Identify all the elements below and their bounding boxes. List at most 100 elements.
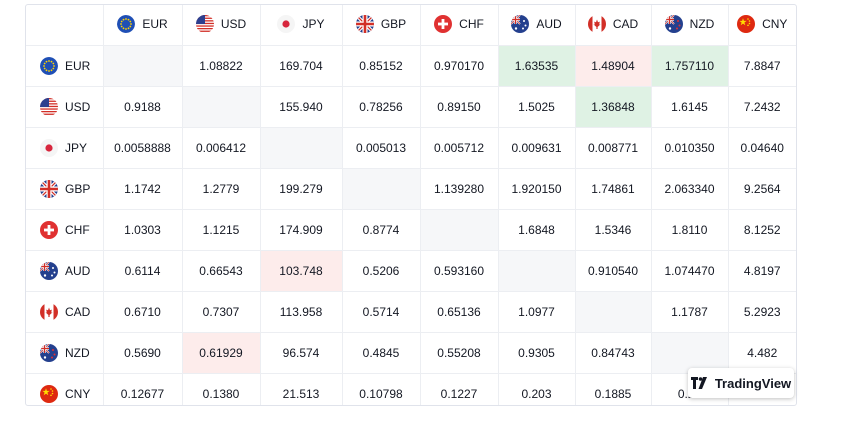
column-header-chf[interactable]: CHF bbox=[420, 5, 499, 46]
rate-cell[interactable]: 0.203 bbox=[498, 373, 576, 405]
rate-cell[interactable]: 103.748 bbox=[260, 250, 343, 292]
rate-cell[interactable]: 1.5346 bbox=[575, 209, 652, 251]
rate-cell[interactable]: 1.63535 bbox=[498, 45, 576, 87]
row-header-aud[interactable]: AUD bbox=[26, 250, 104, 292]
currency-code: GBP bbox=[380, 16, 407, 31]
rate-cell[interactable]: 174.909 bbox=[260, 209, 343, 251]
rate-cell[interactable]: 1.074470 bbox=[651, 250, 729, 292]
rate-cell[interactable]: 0.1227 bbox=[420, 373, 499, 405]
rate-cell[interactable]: 0.89150 bbox=[420, 86, 499, 128]
rate-cell[interactable]: 0.8774 bbox=[342, 209, 421, 251]
column-header-content: JPY bbox=[277, 14, 325, 33]
row-header-eur[interactable]: EUR bbox=[26, 45, 104, 87]
column-header-usd[interactable]: USD bbox=[182, 5, 261, 46]
rate-cell[interactable]: 0.55208 bbox=[420, 332, 499, 374]
rate-cell[interactable]: 0.970170 bbox=[420, 45, 499, 87]
rate-cell[interactable]: 0.005013 bbox=[342, 127, 421, 169]
rate-cell[interactable]: 1.757110 bbox=[651, 45, 729, 87]
rate-cell[interactable]: 0.9305 bbox=[498, 332, 576, 374]
rate-cell[interactable]: 4.8197 bbox=[728, 250, 796, 292]
eu-flag-icon bbox=[40, 57, 58, 75]
row-header-gbp[interactable]: GBP bbox=[26, 168, 104, 210]
rate-cell[interactable]: 0.009631 bbox=[498, 127, 576, 169]
rate-cell[interactable]: 1.74861 bbox=[575, 168, 652, 210]
row-header-cad[interactable]: CAD bbox=[26, 291, 104, 333]
column-header-aud[interactable]: AUD bbox=[498, 5, 576, 46]
currency-code: CNY bbox=[762, 16, 788, 31]
rate-cell[interactable]: 0.6710 bbox=[103, 291, 183, 333]
rate-cell[interactable]: 5.2923 bbox=[728, 291, 796, 333]
rate-cell[interactable]: 96.574 bbox=[260, 332, 343, 374]
column-header-gbp[interactable]: GBP bbox=[342, 5, 421, 46]
rate-cell[interactable]: 0.5206 bbox=[342, 250, 421, 292]
rate-cell[interactable]: 0.006412 bbox=[182, 127, 261, 169]
tradingview-badge[interactable]: TradingView bbox=[688, 368, 794, 398]
rate-cell[interactable]: 1.08822 bbox=[182, 45, 261, 87]
rate-cell[interactable]: 2.063340 bbox=[651, 168, 729, 210]
column-header-jpy[interactable]: JPY bbox=[260, 5, 343, 46]
rate-cell[interactable]: 9.2564 bbox=[728, 168, 796, 210]
table-row: CAD 0.6710 0.7307 113.958 0.5714 0.65136 1.097… bbox=[26, 291, 796, 333]
rate-cell[interactable]: 7.8847 bbox=[728, 45, 796, 87]
rate-cell[interactable]: 1.1742 bbox=[103, 168, 183, 210]
row-header-nzd[interactable]: NZD bbox=[26, 332, 104, 374]
gb-flag-icon bbox=[355, 14, 374, 33]
rate-cell[interactable]: 1.2779 bbox=[182, 168, 261, 210]
rate-cell[interactable]: 0.9188 bbox=[103, 86, 183, 128]
rate-cell[interactable]: 0.005712 bbox=[420, 127, 499, 169]
rate-cell[interactable]: 0.04640 bbox=[728, 127, 796, 169]
rate-cell[interactable]: 0.7307 bbox=[182, 291, 261, 333]
rate-cell[interactable]: 0.4845 bbox=[342, 332, 421, 374]
row-header-cny[interactable]: CNY bbox=[26, 373, 104, 405]
rate-cell[interactable]: 0.65136 bbox=[420, 291, 499, 333]
row-header-usd[interactable]: USD bbox=[26, 86, 104, 128]
rate-cell[interactable]: 0.010350 bbox=[651, 127, 729, 169]
column-header-cad[interactable]: CAD bbox=[575, 5, 652, 46]
row-header-chf[interactable]: CHF bbox=[26, 209, 104, 251]
rate-cell[interactable]: 199.279 bbox=[260, 168, 343, 210]
rate-cell[interactable]: 0.85152 bbox=[342, 45, 421, 87]
rate-cell[interactable]: 0.1380 bbox=[182, 373, 261, 405]
rate-cell[interactable]: 0.78256 bbox=[342, 86, 421, 128]
row-header-content: JPY bbox=[26, 139, 103, 157]
rate-cell[interactable]: 1.6848 bbox=[498, 209, 576, 251]
rate-cell[interactable]: 0.84743 bbox=[575, 332, 652, 374]
column-header-content: CHF bbox=[434, 14, 484, 33]
rate-cell[interactable]: 0.6114 bbox=[103, 250, 183, 292]
column-header-nzd[interactable]: NZD bbox=[651, 5, 729, 46]
rate-cell[interactable]: 0.008771 bbox=[575, 127, 652, 169]
column-header-eur[interactable]: EUR bbox=[103, 5, 183, 46]
rate-cell[interactable]: 0.910540 bbox=[575, 250, 652, 292]
rate-cell[interactable]: 21.513 bbox=[260, 373, 343, 405]
rate-cell[interactable]: 0.5690 bbox=[103, 332, 183, 374]
rate-cell[interactable]: 1.1787 bbox=[651, 291, 729, 333]
rate-cell[interactable]: 0.66543 bbox=[182, 250, 261, 292]
row-header-jpy[interactable]: JPY bbox=[26, 127, 104, 169]
rate-cell[interactable]: 1.1215 bbox=[182, 209, 261, 251]
rate-cell[interactable]: 0.1885 bbox=[575, 373, 652, 405]
currency-code: USD bbox=[220, 16, 247, 31]
row-header-content: EUR bbox=[26, 57, 103, 75]
rate-cell[interactable]: 7.2432 bbox=[728, 86, 796, 128]
rate-cell[interactable]: 0.61929 bbox=[182, 332, 261, 374]
rate-cell[interactable]: 0.10798 bbox=[342, 373, 421, 405]
rate-cell[interactable]: 1.5025 bbox=[498, 86, 576, 128]
column-header-cny[interactable]: CNY bbox=[728, 5, 796, 46]
rate-cell[interactable]: 1.0977 bbox=[498, 291, 576, 333]
rate-cell[interactable]: 113.958 bbox=[260, 291, 343, 333]
rate-cell[interactable]: 1.920150 bbox=[498, 168, 576, 210]
rate-cell[interactable]: 169.704 bbox=[260, 45, 343, 87]
rate-cell[interactable]: 0.593160 bbox=[420, 250, 499, 292]
column-header-content: GBP bbox=[355, 14, 407, 33]
rate-cell[interactable]: 1.48904 bbox=[575, 45, 652, 87]
rate-cell[interactable]: 1.139280 bbox=[420, 168, 499, 210]
rate-cell[interactable]: 1.8110 bbox=[651, 209, 729, 251]
rate-cell[interactable]: 0.0058888 bbox=[103, 127, 183, 169]
rate-cell[interactable]: 155.940 bbox=[260, 86, 343, 128]
rate-cell[interactable]: 1.0303 bbox=[103, 209, 183, 251]
rate-cell[interactable]: 8.1252 bbox=[728, 209, 796, 251]
rate-cell[interactable]: 0.5714 bbox=[342, 291, 421, 333]
rate-cell[interactable]: 1.6145 bbox=[651, 86, 729, 128]
rate-cell[interactable]: 1.36848 bbox=[575, 86, 652, 128]
rate-cell[interactable]: 0.12677 bbox=[103, 373, 183, 405]
